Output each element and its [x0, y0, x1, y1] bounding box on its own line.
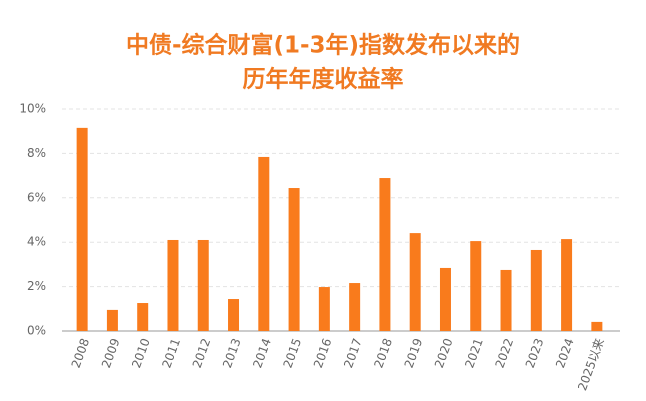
bar [167, 239, 179, 331]
bar [349, 283, 361, 331]
chart-title: 历年年度收益率 [243, 66, 404, 93]
x-tick-label: 2011 [159, 336, 183, 369]
chart-title: 中债-综合财富(1-3年)指数发布以来的 [126, 32, 520, 59]
bar [228, 299, 240, 331]
x-tick-label: 2025以来 [575, 336, 607, 392]
x-tick-label: 2023 [523, 336, 547, 369]
y-tick-label: 10% [19, 102, 46, 116]
x-tick-label: 2013 [220, 336, 244, 369]
x-tick-label: 2019 [402, 336, 426, 369]
x-tick-label: 2021 [462, 336, 486, 369]
bar [561, 239, 573, 331]
bar [470, 241, 482, 331]
bar [530, 249, 542, 331]
bar [258, 156, 270, 331]
bar [409, 233, 421, 331]
x-tick-label: 2018 [371, 336, 395, 369]
x-tick-label: 2008 [69, 336, 93, 369]
bar [106, 309, 118, 331]
bar [591, 321, 603, 331]
y-tick-label: 8% [27, 146, 46, 160]
bar [439, 267, 451, 331]
x-tick-label: 2016 [311, 336, 335, 369]
bar [76, 127, 88, 332]
x-tick-label: 2017 [341, 336, 365, 369]
bar [379, 178, 391, 331]
bar [288, 188, 300, 331]
x-tick-label: 2012 [190, 336, 214, 369]
y-tick-label: 6% [27, 190, 46, 204]
x-tick-label: 2014 [250, 336, 274, 369]
bar [500, 269, 512, 331]
x-tick-label: 2022 [493, 336, 517, 369]
y-tick-label: 0% [27, 324, 46, 338]
bar [137, 303, 149, 331]
x-tick-label: 2010 [129, 336, 153, 369]
y-tick-label: 4% [27, 235, 46, 249]
x-tick-label: 2024 [553, 336, 577, 369]
bar [318, 287, 330, 331]
y-tick-label: 2% [27, 279, 46, 293]
bar [197, 239, 209, 331]
x-tick-label: 2015 [281, 336, 305, 369]
x-tick-label: 2020 [432, 336, 456, 369]
x-tick-label: 2009 [99, 336, 123, 369]
